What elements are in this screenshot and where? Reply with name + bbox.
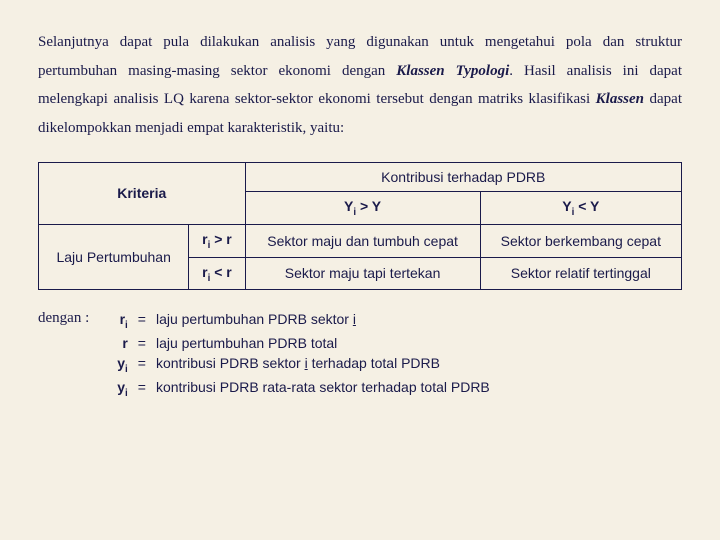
kontribusi-header: Kontribusi terhadap PDRB bbox=[245, 163, 681, 192]
col-yi-lt-y: Yi < Y bbox=[480, 192, 681, 225]
legend-eq: = bbox=[134, 354, 150, 376]
legend-block: dengan : ri = laju pertumbuhan PDRB sekt… bbox=[38, 308, 682, 401]
col-yi-gt-y: Yi > Y bbox=[245, 192, 480, 225]
klassen-word: Klassen bbox=[596, 91, 644, 107]
legend-eq: = bbox=[134, 378, 150, 400]
legend-def-r: laju pertumbuhan PDRB total bbox=[152, 334, 494, 352]
kriteria-header: Kriteria bbox=[39, 163, 246, 225]
legend-eq: = bbox=[134, 310, 150, 332]
legend-sym-yi2: yi bbox=[113, 378, 132, 400]
legend-sym-r: r bbox=[113, 334, 132, 352]
klassen-typologi: Klassen Typologi bbox=[396, 63, 509, 79]
intro-paragraph: Selanjutnya dapat pula dilakukan analisi… bbox=[38, 28, 682, 142]
legend-title: dengan : bbox=[38, 308, 89, 327]
legend-eq: = bbox=[134, 334, 150, 352]
legend-sym-yi1: yi bbox=[113, 354, 132, 376]
page-container: Selanjutnya dapat pula dilakukan analisi… bbox=[0, 0, 720, 422]
rowlabel-laju: Laju Pertumbuhan bbox=[39, 224, 189, 290]
quadrant-21: Sektor maju tapi tertekan bbox=[245, 257, 480, 290]
legend-table: ri = laju pertumbuhan PDRB sektor i r = … bbox=[111, 308, 496, 401]
legend-def-yi2: kontribusi PDRB rata-rata sektor terhada… bbox=[152, 378, 494, 400]
legend-sym-ri: ri bbox=[113, 310, 132, 332]
row-ri-gt-r: ri > r bbox=[189, 224, 245, 257]
legend-def-yi1: kontribusi PDRB sektor i terhadap total … bbox=[152, 354, 494, 376]
quadrant-22: Sektor relatif tertinggal bbox=[480, 257, 681, 290]
quadrant-11: Sektor maju dan tumbuh cepat bbox=[245, 224, 480, 257]
klassen-matrix: Kriteria Kontribusi terhadap PDRB Yi > Y… bbox=[38, 162, 682, 290]
quadrant-12: Sektor berkembang cepat bbox=[480, 224, 681, 257]
legend-def-ri: laju pertumbuhan PDRB sektor i bbox=[152, 310, 494, 332]
row-ri-lt-r: ri < r bbox=[189, 257, 245, 290]
